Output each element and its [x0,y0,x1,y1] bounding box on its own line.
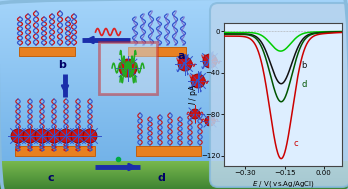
Text: c: c [47,173,54,183]
Bar [15,146,95,156]
Text: d: d [302,80,307,89]
Bar [0,161,348,189]
Circle shape [190,109,200,119]
Circle shape [11,129,25,143]
Circle shape [71,129,85,143]
Y-axis label: $I$ / pA: $I$ / pA [187,84,200,105]
Text: c: c [294,139,298,147]
Bar [19,46,75,56]
Circle shape [59,129,73,143]
Circle shape [47,129,61,143]
FancyBboxPatch shape [99,42,157,94]
Circle shape [23,129,37,143]
Circle shape [205,116,215,126]
Text: a: a [177,51,184,61]
Circle shape [119,59,137,77]
Text: d: d [158,173,166,183]
Text: b: b [302,61,307,70]
Text: b: b [58,60,66,70]
Bar [128,46,186,56]
Circle shape [178,57,192,71]
Circle shape [83,129,97,143]
FancyBboxPatch shape [210,3,348,187]
Circle shape [191,74,205,88]
Bar [135,146,200,156]
Circle shape [203,54,217,68]
Circle shape [35,129,49,143]
X-axis label: $E$ / V( vs.Ag/AgCl): $E$ / V( vs.Ag/AgCl) [252,179,315,189]
